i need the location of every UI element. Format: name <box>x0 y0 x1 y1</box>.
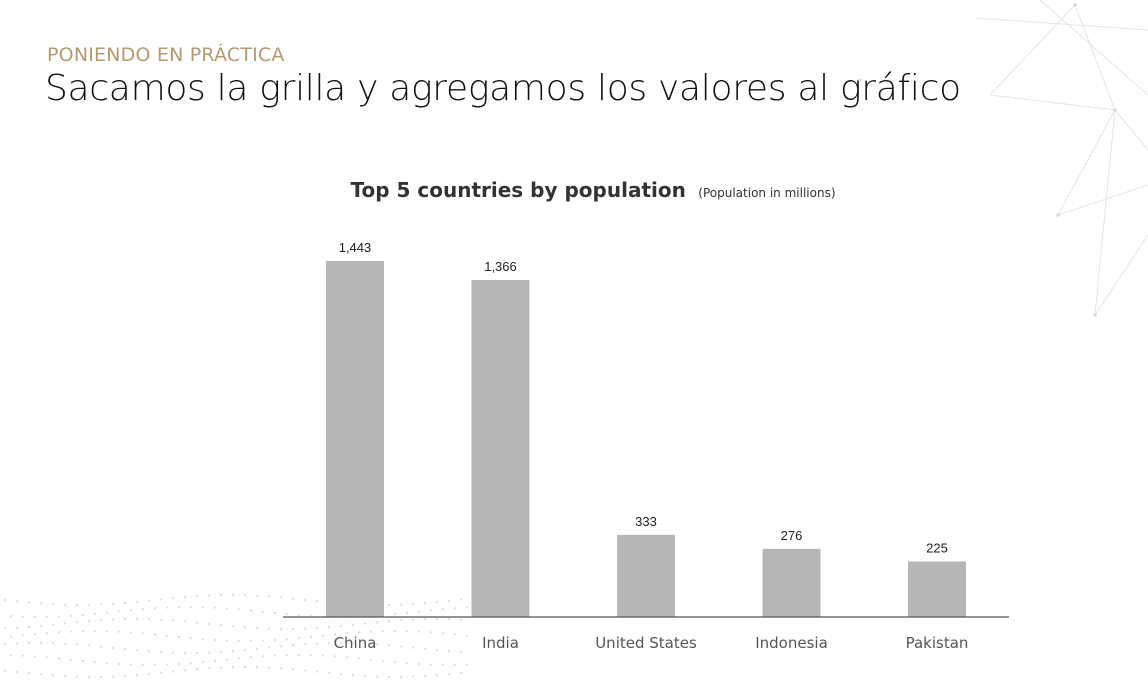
slide-kicker: PONIENDO EN PRÁCTICA <box>47 44 285 66</box>
x-tick-label: China <box>334 634 377 652</box>
x-tick-label: United States <box>595 634 697 652</box>
data-label: 225 <box>926 540 948 555</box>
chart-title: Top 5 countries by population (Populatio… <box>351 178 836 202</box>
bar-india <box>471 279 530 617</box>
data-label: 333 <box>635 514 657 529</box>
data-label: 276 <box>781 528 803 543</box>
bar-united-states <box>617 534 675 617</box>
x-tick-label: Pakistan <box>906 634 969 652</box>
bar-china <box>326 261 384 617</box>
slide-title: Sacamos la grilla y agregamos los valore… <box>45 68 961 109</box>
chart-title-main: Top 5 countries by population <box>351 178 686 202</box>
x-tick-label: Indonesia <box>755 634 828 652</box>
data-label: 1,443 <box>339 240 372 255</box>
x-tick-label: India <box>482 634 519 652</box>
bar-indonesia <box>762 548 821 617</box>
bar-pakistan <box>908 561 966 617</box>
data-label: 1,366 <box>484 259 517 274</box>
chart-subtitle: (Population in millions) <box>698 186 835 200</box>
